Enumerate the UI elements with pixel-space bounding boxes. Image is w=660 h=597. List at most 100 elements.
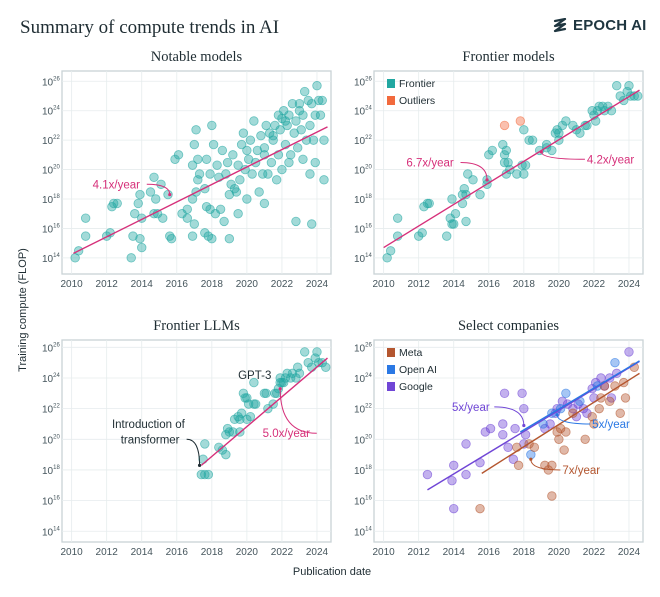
data-point: [263, 169, 273, 179]
y-tick-label: 1024: [42, 106, 60, 118]
annotation-label: 5x/year: [592, 419, 630, 431]
data-point: [308, 135, 319, 145]
data-point: [191, 125, 201, 135]
data-point: [271, 175, 282, 185]
data-point: [200, 228, 210, 238]
data-point: [417, 228, 427, 238]
data-point: [224, 427, 235, 437]
data-point: [221, 449, 231, 460]
data-point: [503, 157, 513, 168]
x-tick-label: 2020: [548, 547, 571, 558]
x-tick-label: 2020: [236, 279, 259, 290]
x-tick-label: 2024: [306, 547, 329, 558]
arrow-head: [278, 387, 282, 391]
data-point: [610, 357, 620, 368]
data-point: [208, 139, 219, 150]
x-tick-label: 2014: [131, 547, 154, 558]
data-point: [449, 460, 459, 471]
data-point: [461, 469, 471, 480]
data-point: [189, 219, 200, 229]
legend-swatch: [387, 348, 395, 357]
trend-line: [481, 372, 640, 474]
arrow-head: [529, 457, 533, 461]
data-point: [319, 175, 329, 185]
annotation-arrow: [460, 162, 488, 180]
data-point: [193, 175, 203, 185]
data-point: [247, 169, 257, 179]
y-tick-label: 1020: [354, 434, 372, 446]
data-point: [198, 454, 208, 464]
trend-line: [73, 126, 328, 255]
data-point: [249, 116, 259, 126]
y-tick-label: 1018: [354, 194, 372, 206]
data-point: [450, 209, 461, 219]
data-point: [285, 150, 296, 160]
data-point: [207, 120, 217, 131]
data-point: [275, 125, 285, 135]
data-point: [461, 216, 471, 227]
data-point: [519, 125, 529, 135]
data-point: [559, 445, 569, 455]
data-point: [475, 189, 485, 200]
data-point: [480, 427, 490, 437]
data-point: [158, 213, 168, 223]
y-tick-label: 1014: [42, 526, 60, 538]
data-point: [298, 154, 308, 164]
data-point: [133, 198, 143, 209]
data-point: [149, 172, 159, 182]
data-point: [392, 213, 403, 223]
data-point: [205, 169, 215, 179]
legend-label: Google: [399, 381, 433, 393]
data-point: [547, 145, 557, 156]
data-point: [424, 198, 434, 209]
data-point: [547, 491, 557, 501]
data-point: [499, 388, 510, 399]
x-tick-label: 2012: [96, 279, 119, 290]
data-point: [291, 116, 301, 126]
data-point: [498, 429, 508, 440]
data-point: [499, 120, 510, 131]
x-tick-label: 2024: [306, 279, 329, 290]
data-point: [233, 209, 243, 219]
annotation-label: 4.2x/year: [587, 154, 634, 166]
data-point: [512, 169, 522, 179]
data-point: [517, 388, 527, 399]
data-point: [498, 139, 508, 150]
annotation-arrow: [279, 388, 317, 434]
data-point: [510, 423, 520, 434]
arrow-head: [522, 423, 526, 428]
y-tick-label: 1026: [354, 76, 372, 88]
data-point: [305, 169, 315, 179]
data-point: [219, 216, 229, 227]
data-point: [203, 469, 214, 480]
data-point: [80, 231, 91, 241]
x-tick-label: 2016: [478, 547, 501, 558]
data-point: [519, 169, 529, 179]
data-point: [519, 403, 529, 414]
trend-line: [383, 89, 640, 249]
data-point: [222, 157, 233, 168]
data-point: [296, 125, 306, 135]
data-point: [242, 194, 252, 204]
data-point: [575, 128, 585, 138]
annotation-arrow: [186, 438, 201, 466]
data-point: [112, 198, 122, 209]
data-point: [612, 81, 622, 91]
data-point: [182, 213, 192, 223]
data-point: [252, 145, 263, 156]
data-point: [196, 469, 207, 480]
x-tick-label: 2012: [96, 547, 119, 558]
x-tick-label: 2018: [513, 547, 536, 558]
data-point: [166, 234, 177, 244]
annotation-arrow: [494, 406, 525, 426]
y-tick-label: 1020: [42, 434, 60, 446]
y-tick-label: 1018: [42, 194, 60, 206]
x-axis-label: Publication date: [293, 566, 371, 578]
data-point: [151, 194, 161, 204]
data-point: [315, 110, 326, 120]
y-axis-label: Training compute (FLOP): [17, 248, 29, 372]
page-title: Summary of compute trends in AI: [20, 17, 280, 38]
y-tick-label: 1018: [42, 465, 60, 477]
y-tick-label: 1020: [42, 165, 60, 177]
data-point: [449, 503, 459, 514]
